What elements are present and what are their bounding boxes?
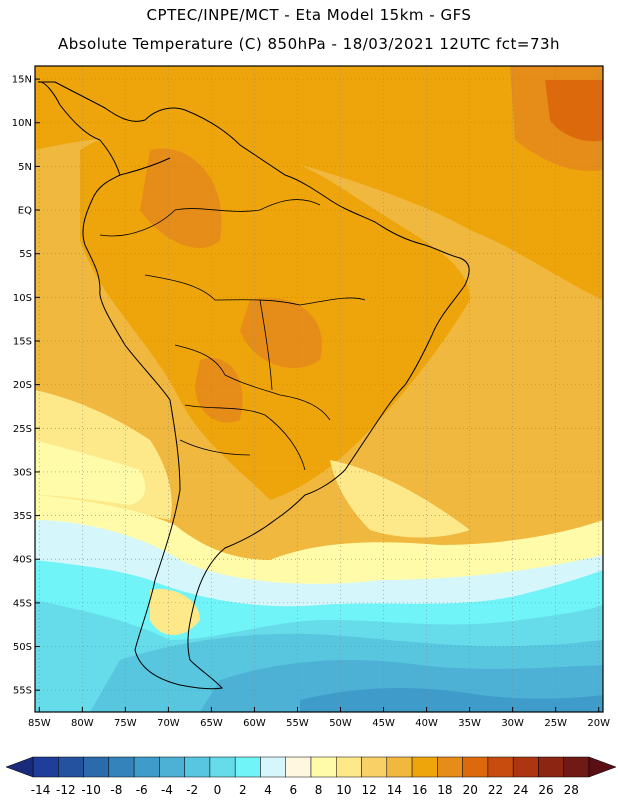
lat-label: 40S <box>13 555 32 566</box>
colorbar-cell <box>133 756 160 778</box>
colorbar-cell <box>32 756 59 778</box>
colorbar-label: 8 <box>315 783 323 797</box>
lat-label: 50S <box>13 642 32 653</box>
map-frame <box>34 65 604 713</box>
lon-label: 60W <box>243 718 266 729</box>
lat-label: 25S <box>13 424 32 435</box>
lon-label: 80W <box>71 718 94 729</box>
lat-label: 45S <box>13 598 32 609</box>
colorbar-cell <box>285 756 312 778</box>
colorbar-cell <box>58 756 84 778</box>
colorbar-cell <box>386 756 413 778</box>
chart-title-line1: CPTEC/INPE/MCT - Eta Model 15km - GFS <box>146 6 472 24</box>
lon-label: 45W <box>372 718 395 729</box>
colorbar-cell <box>538 756 564 778</box>
lon-label: 85W <box>28 718 51 729</box>
lon-label: 55W <box>286 718 309 729</box>
lat-label: 10S <box>13 293 32 304</box>
map-grid <box>35 66 603 712</box>
colorbar-cell <box>411 756 438 778</box>
colorbar-label: 10 <box>336 783 351 797</box>
colorbar-label: -12 <box>56 783 76 797</box>
country-borders <box>99 199 366 471</box>
lon-label: 20W <box>587 718 610 729</box>
colorbar-label: -14 <box>31 783 51 797</box>
lat-label: 10N <box>12 118 32 129</box>
colorbar-label: 0 <box>214 783 222 797</box>
lon-label: 40W <box>415 718 438 729</box>
colorbar-label: 20 <box>463 783 478 797</box>
colorbar-label: -2 <box>186 783 198 797</box>
longitude-labels: 85W 80W 75W 70W 65W 60W 55W 50W 45W 40W 35W 30W 25W 2… <box>28 707 610 729</box>
colorbar-cell <box>184 756 211 778</box>
colorbar-label: 22 <box>488 783 503 797</box>
latitude-labels: 15N 10N 5N EQ 5S 10S 15S 20S 25S 30S 35S 40S 45S 50S 5… <box>12 75 40 697</box>
colorbar-cell <box>437 756 463 778</box>
colorbar-max-arrow <box>588 756 617 778</box>
colorbar-cell <box>260 756 286 778</box>
chart-title-line2: Absolute Temperature (C) 850hPa - 18/03/… <box>57 35 561 53</box>
colorbar-cell <box>108 756 135 778</box>
lon-label: 65W <box>200 718 223 729</box>
colorbar-label: 24 <box>513 783 528 797</box>
colorbar-cell <box>462 756 489 778</box>
colorbar-cell <box>310 756 337 778</box>
lat-label: 5S <box>19 249 32 260</box>
colorbar-label: -4 <box>161 783 173 797</box>
colorbar-label: 14 <box>387 783 402 797</box>
lat-label: 35S <box>13 511 32 522</box>
lat-label: 15S <box>13 336 32 347</box>
lat-label: 55S <box>13 686 32 697</box>
colorbar-label: 2 <box>239 783 247 797</box>
colorbar-cell <box>234 756 261 778</box>
colorbar-label: 18 <box>437 783 452 797</box>
colorbar-label: 12 <box>361 783 376 797</box>
colorbar-label: -6 <box>136 783 148 797</box>
lon-label: 70W <box>157 718 180 729</box>
colorbar-cell <box>361 756 388 778</box>
colorbar-label: 26 <box>538 783 553 797</box>
colorbar-label: 6 <box>289 783 297 797</box>
colorbar: -14 -12 -10 -8 -6 -4 -2 0 2 4 6 8 10 12 14 16 18 20 22 24 26… <box>5 756 617 797</box>
colorbar-label: 28 <box>564 783 579 797</box>
lat-label: 15N <box>12 75 32 86</box>
temperature-map: 15N 10N 5N EQ 5S 10S 15S 20S 25S 30S 35S 40S 45S 50S 5… <box>12 65 610 729</box>
colorbar-cell <box>487 756 514 778</box>
lat-label: 5N <box>18 162 32 173</box>
coastline <box>37 81 470 690</box>
colorbar-cell <box>83 756 110 778</box>
colorbar-cell <box>512 756 539 778</box>
colorbar-cell <box>563 756 590 778</box>
lon-label: 50W <box>329 718 352 729</box>
colorbar-cell <box>159 756 185 778</box>
lon-label: 25W <box>544 718 567 729</box>
lat-label: 30S <box>13 467 32 478</box>
lon-label: 75W <box>114 718 137 729</box>
colorbar-cell <box>209 756 236 778</box>
lat-label: EQ <box>18 206 32 217</box>
colorbar-label: -10 <box>81 783 101 797</box>
colorbar-cell <box>336 756 362 778</box>
lon-label: 35W <box>458 718 481 729</box>
colorbar-label: 16 <box>412 783 427 797</box>
colorbar-label: 4 <box>264 783 272 797</box>
colorbar-min-arrow <box>5 756 34 778</box>
lat-label: 20S <box>13 380 32 391</box>
lon-label: 30W <box>501 718 524 729</box>
temperature-field <box>35 66 603 712</box>
colorbar-label: -8 <box>110 783 122 797</box>
